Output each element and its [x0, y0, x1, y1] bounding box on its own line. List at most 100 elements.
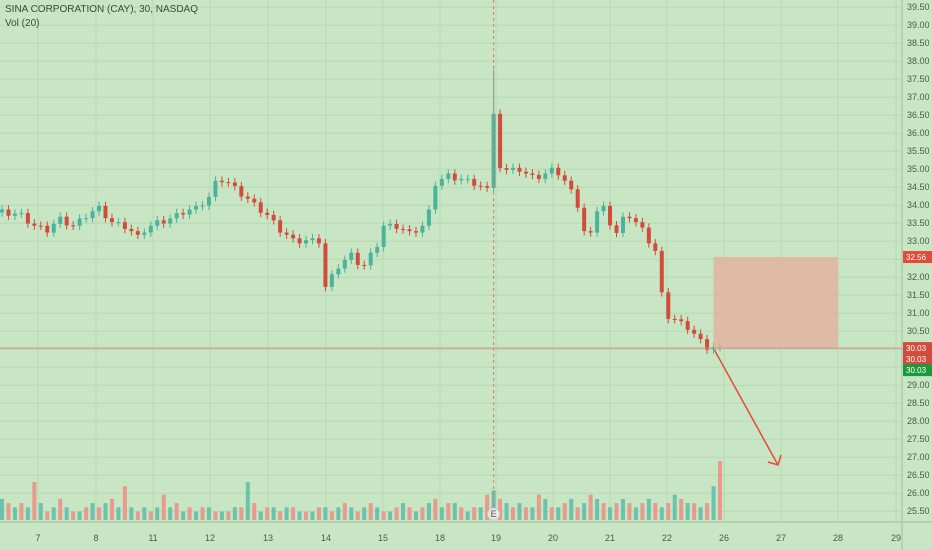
volume-bar [549, 507, 554, 520]
candle-body [148, 225, 153, 233]
candle-body [135, 231, 140, 235]
volume-bar [323, 507, 328, 520]
candle-body [265, 212, 270, 215]
volume-bar [627, 503, 632, 520]
volume-bar [284, 507, 289, 520]
volume-bar [200, 507, 205, 520]
candle-body [239, 186, 244, 197]
time-tick-label: 27 [776, 533, 786, 543]
time-axis[interactable]: 7 8 11 12 13 14 15 18 19 20 21 22 26 27 28 29 [0, 521, 932, 543]
volume-bar [168, 507, 173, 520]
volume-bar [109, 498, 114, 520]
symbol-legend[interactable]: SINA CORPORATION (CAY), 30, NASDAQ [5, 4, 198, 15]
volume-bar [129, 507, 134, 520]
candle-body [77, 218, 82, 226]
candle-body [517, 167, 522, 172]
time-tick-label: 14 [321, 533, 331, 543]
volume-bar [142, 507, 147, 520]
candle-body [226, 182, 231, 184]
candle-body [679, 319, 684, 322]
candle-body [465, 178, 470, 180]
volume-bar [258, 511, 263, 520]
candle-body [659, 250, 664, 293]
candle-body [608, 205, 613, 226]
candle-body [523, 171, 528, 174]
volume-bar [32, 482, 37, 520]
volume-bar [394, 507, 399, 520]
price-tick-label: 38.50 [907, 38, 930, 48]
time-tick-label: 29 [891, 533, 901, 543]
candle-body [161, 220, 166, 224]
volume-bar [226, 511, 231, 520]
volume-bar [25, 507, 30, 520]
bid-price-tag-text: 30.03 [906, 355, 927, 364]
candle-body [187, 209, 192, 215]
candle-body [413, 231, 418, 233]
price-tick-label: 36.00 [907, 128, 930, 138]
candle-body [316, 238, 321, 244]
volume-bar [413, 511, 418, 520]
volume-legend[interactable]: Vol (20) [5, 18, 40, 29]
price-tick-label: 26.00 [907, 488, 930, 498]
candle-body [129, 228, 134, 232]
price-tick-label: 35.50 [907, 146, 930, 156]
volume-bar [536, 494, 541, 520]
volume-bar [64, 507, 69, 520]
volume-bar [174, 503, 179, 520]
volume-bar [58, 498, 63, 520]
volume-bar [433, 498, 438, 520]
volume-bar [6, 503, 11, 520]
volume-bar [12, 507, 17, 520]
time-tick-label: 13 [263, 533, 273, 543]
volume-bar [543, 498, 548, 520]
volume-bar [633, 507, 638, 520]
volume-bar [666, 503, 671, 520]
volume-bar [523, 507, 528, 520]
candle-body [71, 225, 76, 227]
time-tick-label: 20 [548, 533, 558, 543]
volume-bar [595, 498, 600, 520]
candle-body [692, 329, 697, 334]
time-tick-label: 21 [605, 533, 615, 543]
time-tick-label: 28 [833, 533, 843, 543]
volume-bar [161, 494, 166, 520]
volume-bar [375, 507, 380, 520]
price-axis[interactable]: 25.50 26.00 26.50 27.00 27.50 28.00 28.50 29.00… [901, 0, 932, 550]
earnings-marker-label: E [491, 509, 497, 519]
volume-bar [278, 511, 283, 520]
price-tick-label: 34.00 [907, 200, 930, 210]
drawings[interactable]: E [0, 0, 902, 522]
candle-body [452, 173, 457, 181]
volume-bar [329, 511, 334, 520]
volume-bar [181, 511, 186, 520]
candle-body [401, 228, 406, 230]
volume-bar [718, 460, 722, 520]
volume-bars [0, 460, 722, 520]
candle-body [362, 264, 367, 266]
candle-body [297, 238, 302, 244]
volume-bar [582, 503, 587, 520]
last-price-tag-text: 30.03 [906, 344, 927, 353]
volume-bar [265, 507, 270, 520]
volume-bar [71, 511, 76, 520]
volume-bar [426, 503, 431, 520]
volume-bar [640, 503, 645, 520]
volume-bar [679, 498, 684, 520]
volume-bar [90, 503, 95, 520]
candle-body [375, 246, 380, 253]
volume-bar [608, 507, 613, 520]
volume-bar [84, 507, 89, 520]
candle-body [549, 167, 554, 174]
volume-bar [601, 503, 606, 520]
volume-bar [517, 503, 522, 520]
time-tick-label: 7 [35, 533, 40, 543]
candle-body [336, 268, 341, 275]
candle-body [181, 213, 186, 215]
volume-bar [116, 507, 121, 520]
volume-bar [38, 503, 43, 520]
volume-bar [705, 503, 710, 520]
candle-body [12, 213, 17, 216]
earnings-marker [487, 507, 501, 521]
volume-bar [401, 503, 406, 520]
